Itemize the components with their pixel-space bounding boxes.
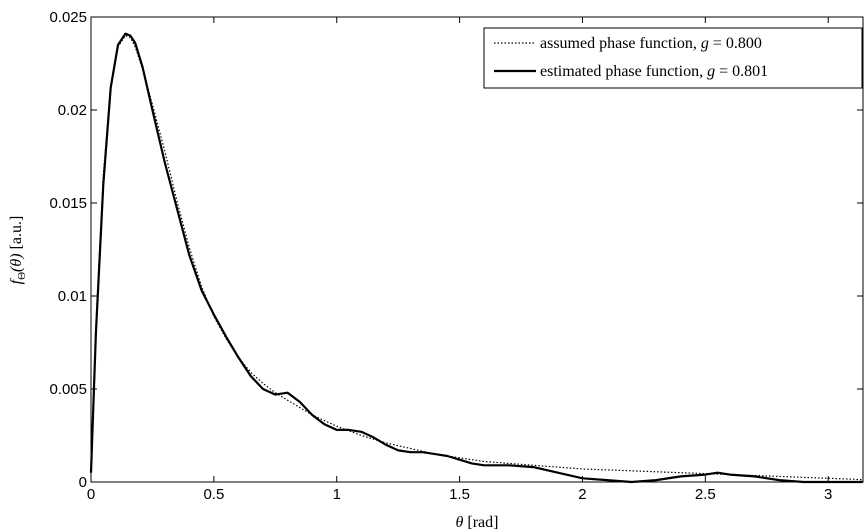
y-tick-label: 0 — [79, 474, 87, 491]
y-axis-symbol: f — [8, 277, 25, 284]
series-line-estimated — [89, 32, 863, 484]
y-axis-unit: [a.u.] — [8, 216, 25, 250]
legend-box — [483, 27, 863, 89]
x-axis-unit: [rad] — [467, 514, 498, 530]
y-tick-label: 0.01 — [58, 288, 87, 305]
legend-label: estimated phase function, g = 0.801 — [540, 63, 768, 80]
plot-area — [90, 16, 864, 483]
y-axis-argument: (θ) — [8, 253, 25, 272]
x-axis-label: θ [rad] — [456, 514, 499, 530]
y-tick-label: 0.02 — [58, 102, 87, 119]
x-tick-label: 0.5 — [203, 486, 224, 503]
legend-label: assumed phase function, g = 0.800 — [540, 35, 762, 52]
x-tick-label: 1.5 — [449, 486, 470, 503]
x-tick-label: 0 — [87, 486, 95, 503]
series-layer — [89, 32, 863, 484]
x-tick-label: 2.5 — [695, 486, 716, 503]
x-axis-symbol: θ — [456, 514, 464, 530]
plot-frame — [90, 16, 864, 483]
legend: assumed phase function, g = 0.800 estimat… — [483, 27, 863, 89]
x-tick-label: 1 — [333, 486, 341, 503]
axis-ticks: 0 0.5 1 1.5 2 2.5 3 0 0.005 0.01 0.015 0.02 0.025 — [49, 9, 863, 503]
y-tick-label: 0.025 — [49, 9, 87, 26]
y-axis-label: fΘ(θ) [a.u.] — [8, 216, 28, 285]
series-line-assumed — [90, 34, 863, 481]
x-tick-label: 2 — [578, 486, 586, 503]
y-axis-subscript: Θ — [16, 272, 28, 280]
x-tick-label: 3 — [824, 486, 832, 503]
y-tick-label: 0.005 — [49, 381, 87, 398]
y-tick-label: 0.015 — [49, 195, 87, 212]
